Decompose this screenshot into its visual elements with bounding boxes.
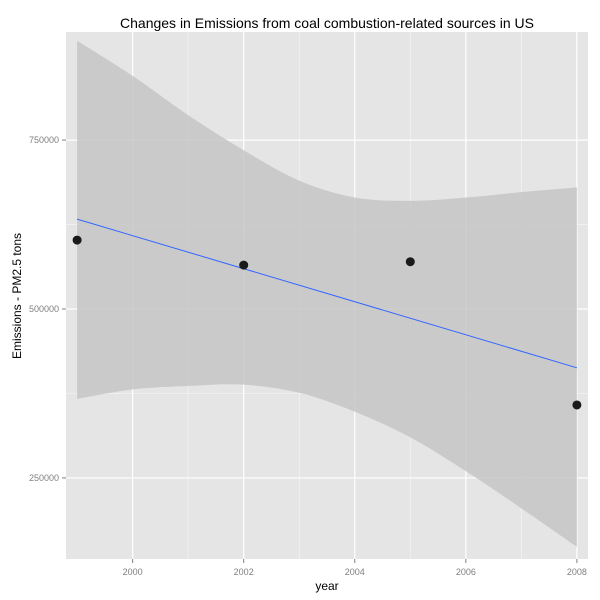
data-point — [72, 235, 82, 245]
x-tick-label: 2006 — [456, 567, 476, 577]
y-tick-label: 750000 — [29, 135, 59, 145]
data-point — [405, 257, 415, 267]
y-axis-ticks: 250000 500000 750000 — [29, 135, 66, 483]
y-tick-label: 500000 — [29, 304, 59, 314]
data-point — [572, 400, 582, 410]
regression-line — [76, 218, 578, 369]
data-points — [72, 235, 582, 410]
x-tick-label: 2000 — [123, 567, 143, 577]
y-tick-label: 250000 — [29, 473, 59, 483]
x-tick-label: 2004 — [345, 567, 365, 577]
y-axis-title: Emissions - PM2.5 tons — [10, 233, 24, 359]
x-axis-title: year — [315, 579, 338, 593]
x-axis-ticks: 2000 2002 2004 2006 2008 — [123, 559, 587, 577]
chart-title: Changes in Emissions from coal combustio… — [120, 15, 534, 31]
x-tick-label: 2008 — [567, 567, 587, 577]
x-tick-label: 2002 — [234, 567, 254, 577]
data-point — [239, 260, 249, 270]
